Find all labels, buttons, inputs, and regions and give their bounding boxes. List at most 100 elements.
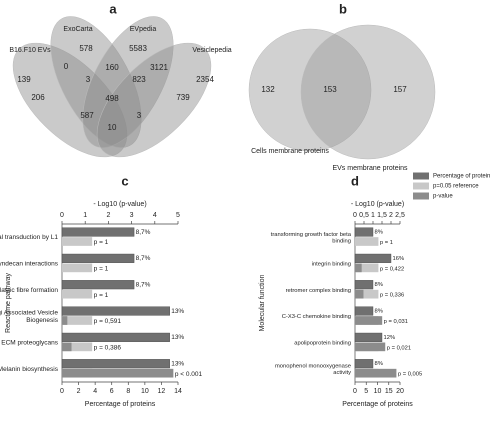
region-count: 3 — [86, 75, 91, 84]
panel-letter: c — [121, 173, 128, 188]
category-label: ECM proteoglycans — [1, 339, 58, 346]
bar — [62, 342, 72, 352]
x-tick-label: 10 — [374, 388, 382, 395]
bar — [354, 280, 374, 290]
category-label: integrin binding — [312, 261, 351, 267]
x-tick-label: 0 — [60, 388, 64, 395]
value-label: 8% — [375, 309, 383, 315]
value-label: 13% — [171, 334, 184, 341]
category-label: C-X3-C chemokine binding — [282, 314, 351, 320]
p-label: p = 0,336 — [380, 293, 404, 299]
region-count: 578 — [79, 44, 93, 53]
value-label: 12% — [384, 335, 396, 341]
x2-tick-label: 5 — [176, 212, 180, 219]
legend-swatch — [413, 192, 429, 200]
x-axis-label: Percentage of proteins — [342, 401, 413, 408]
value-label: 16% — [393, 256, 405, 262]
panel-letter: d — [351, 173, 359, 188]
p-label: p = 0,422 — [380, 266, 404, 272]
category-label: transforming growth factor beta binding — [271, 231, 352, 244]
p-label: p = 0,031 — [384, 319, 408, 325]
set-label: ExoCarta — [63, 26, 92, 33]
p-label: p = 1 — [380, 240, 393, 246]
region-count: 2354 — [196, 75, 214, 84]
x-tick-label: 2 — [77, 388, 81, 395]
value-label: 8,7% — [136, 255, 151, 262]
category-label: monophenol monooxygenase activity — [275, 363, 351, 376]
venn-set — [248, 28, 372, 152]
x-tick-label: 8 — [126, 388, 130, 395]
x-tick-label: 10 — [141, 388, 149, 395]
set-label: Vesiclepedia — [192, 47, 231, 54]
x2-tick-label: 0 — [353, 212, 357, 219]
x2-tick-label: 4 — [153, 212, 157, 219]
bar — [61, 359, 170, 369]
value-label: 13% — [171, 360, 184, 367]
bar — [355, 289, 379, 299]
bar — [354, 359, 374, 369]
bar — [61, 280, 135, 290]
venn-set — [12, 42, 128, 158]
x-tick-label: 15 — [385, 388, 393, 395]
p-label: p = 0,386 — [94, 345, 122, 352]
value-label: 13% — [171, 308, 184, 315]
bar — [355, 237, 379, 246]
set-label: B16.F10 EVs — [9, 47, 51, 54]
x2-tick-label: 1 — [83, 212, 87, 219]
bar — [354, 332, 383, 342]
region-count: 0 — [64, 62, 69, 71]
value-label: 8,7% — [136, 229, 151, 236]
region-count: 10 — [108, 123, 117, 132]
bar — [355, 316, 383, 325]
category-label: Signal transduction by L1 — [0, 234, 58, 241]
x-tick-label: 0 — [353, 388, 357, 395]
region-count: 157 — [393, 85, 407, 94]
category-label: apolipoprotein binding — [294, 340, 351, 346]
region-count: 5583 — [129, 44, 147, 53]
value-label: 8% — [375, 230, 383, 236]
set-label: Cells membrane proteins — [251, 148, 329, 155]
bar — [355, 289, 364, 299]
bar — [61, 253, 135, 263]
bar — [354, 306, 374, 316]
x-tick-label: 14 — [174, 388, 182, 395]
bar — [62, 368, 174, 378]
category-label: Elastic fibre formation — [0, 287, 58, 294]
x2-tick-label: 3 — [130, 212, 134, 219]
p-label: p < 0.001 — [175, 371, 203, 378]
bar — [61, 306, 170, 316]
x-tick-label: 6 — [110, 388, 114, 395]
x-tick-label: 5 — [364, 388, 368, 395]
bar — [62, 342, 93, 352]
p-label: p = 1 — [94, 292, 109, 299]
bar — [354, 227, 374, 237]
set-label: EVs membrane proteins — [332, 165, 408, 172]
bar — [355, 263, 362, 273]
p-label: p = 1 — [94, 266, 109, 273]
y-axis-label: Molecular function — [259, 274, 266, 331]
region-count: 139 — [17, 75, 31, 84]
legend-label: p=0.05 reference — [433, 184, 479, 190]
bar — [355, 342, 386, 352]
value-label: 8,7% — [136, 281, 151, 288]
region-count: 153 — [323, 85, 337, 94]
region-count: 132 — [261, 85, 275, 94]
legend-swatch — [413, 172, 429, 180]
region-count: 823 — [132, 75, 146, 84]
venn-set — [82, 16, 174, 148]
bar — [62, 316, 68, 325]
bar — [61, 227, 135, 237]
p-label: p = 1 — [94, 239, 109, 246]
panel-letter: a — [109, 1, 117, 16]
bar — [62, 263, 93, 273]
x-axis-label: Percentage of proteins — [85, 401, 156, 408]
bar — [354, 253, 392, 263]
y-axis-label: Reactome pathway — [5, 273, 12, 333]
p-label: p = 0,591 — [94, 318, 122, 325]
set-label: EVpedia — [130, 26, 157, 33]
region-count: 739 — [176, 93, 190, 102]
x-tick-label: 20 — [396, 388, 404, 395]
bar — [61, 332, 170, 342]
region-count: 3 — [137, 111, 142, 120]
